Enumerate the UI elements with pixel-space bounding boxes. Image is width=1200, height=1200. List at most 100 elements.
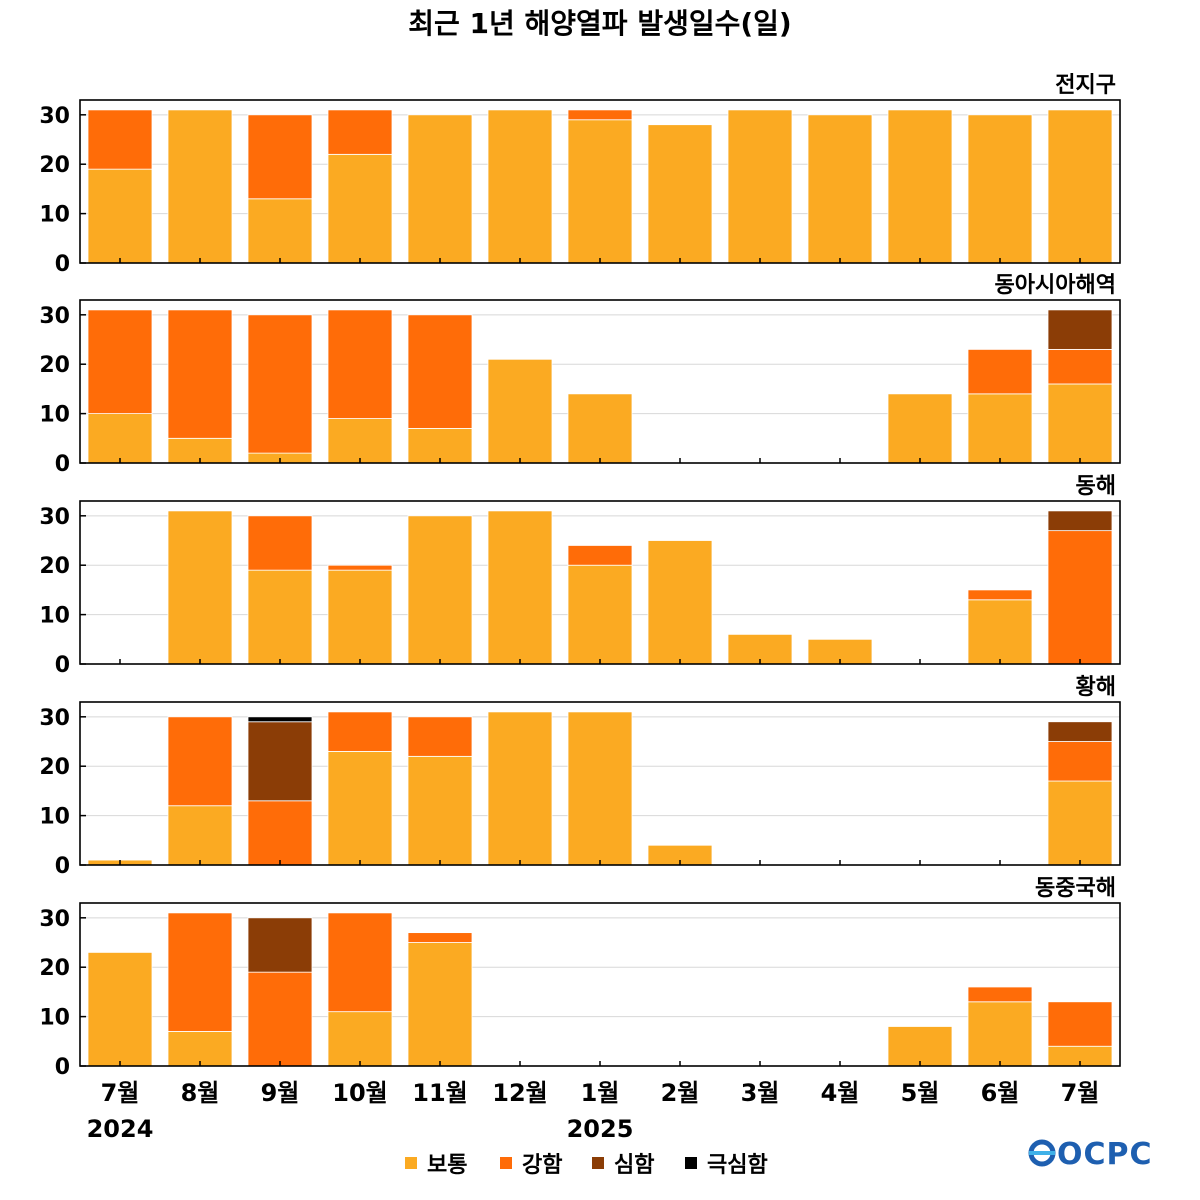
x-tick-label: 10월 <box>332 1079 387 1107</box>
bar-segment <box>327 109 393 155</box>
bar-segment <box>487 109 553 264</box>
bar-segment <box>1047 383 1113 464</box>
chart-title: 최근 1년 해양열파 발생일수(일) <box>408 7 791 40</box>
bar-segment <box>167 912 233 1032</box>
bar-segment <box>567 119 633 264</box>
bar-segment <box>407 755 473 866</box>
panel-title: 동아시아해역 <box>995 273 1116 298</box>
bar-segment <box>247 721 313 802</box>
x-tick-label: 5월 <box>901 1079 940 1107</box>
y-tick-label: 20 <box>39 755 70 780</box>
y-tick-label: 30 <box>39 907 70 932</box>
panel: 동해 0 10 20 30 <box>39 474 1121 678</box>
bar-segment <box>247 569 313 665</box>
bar-segment <box>647 124 713 264</box>
legend-label: 심함 <box>614 1153 654 1178</box>
y-tick-label: 0 <box>55 452 70 477</box>
panel-frame <box>79 701 1121 866</box>
panel-title: 동해 <box>1076 474 1116 499</box>
bar-segment <box>407 942 473 1067</box>
x-tick-label: 7월 <box>1061 1079 1100 1107</box>
bar-segment <box>967 114 1033 264</box>
bar-segment <box>167 805 233 866</box>
legend-label: 강함 <box>522 1153 562 1178</box>
y-tick-label: 20 <box>39 153 70 178</box>
y-tick-label: 0 <box>55 854 70 879</box>
legend-swatch <box>500 1157 512 1169</box>
bar-segment <box>567 393 633 464</box>
bar-segment <box>567 545 633 566</box>
x-tick-label: 7월 <box>101 1079 140 1107</box>
bar-segment <box>167 1031 233 1067</box>
panel-frame <box>79 99 1121 264</box>
y-tick-label: 30 <box>39 304 70 329</box>
bar-segment <box>87 109 153 170</box>
x-tick-label: 8월 <box>181 1079 220 1107</box>
bar-segment <box>1047 109 1113 264</box>
bar-segment <box>647 540 713 665</box>
x-tick-label: 6월 <box>981 1079 1020 1107</box>
panel-title: 황해 <box>1076 675 1116 700</box>
x-tick-label: 11월 <box>412 1079 467 1107</box>
bar-segment <box>407 716 473 757</box>
bar-segment <box>487 711 553 866</box>
bar-segment <box>1047 1001 1113 1047</box>
bar-segment <box>247 716 313 723</box>
bar-segment <box>247 800 313 866</box>
bar-segment <box>887 109 953 264</box>
bar-segment <box>567 564 633 665</box>
panel-title: 전지구 <box>1055 73 1116 98</box>
bar-segment <box>487 358 553 464</box>
bar-segment <box>967 589 1033 601</box>
logo-wave-icon <box>1029 1151 1055 1155</box>
panel: 황해 0 10 20 30 <box>39 675 1121 879</box>
bar-segment <box>247 114 313 200</box>
bar-segment <box>407 515 473 665</box>
y-tick-label: 30 <box>39 706 70 731</box>
bar-segment <box>167 716 233 807</box>
y-tick-label: 10 <box>39 403 70 428</box>
bar-segment <box>407 114 473 264</box>
bar-segment <box>327 912 393 1013</box>
bar-segment <box>967 986 1033 1003</box>
year-label: 2024 <box>87 1115 154 1143</box>
legend-swatch <box>685 1157 697 1169</box>
bar-segment <box>327 418 393 464</box>
bar-segment <box>167 309 233 439</box>
panel: 동중국해 0 10 20 30 <box>39 876 1121 1080</box>
bar-segment <box>247 515 313 571</box>
bar-segment <box>1047 510 1113 532</box>
bar-segment <box>1047 780 1113 866</box>
bar-segment <box>1047 309 1113 350</box>
x-tick-label: 9월 <box>261 1079 300 1107</box>
bar-segment <box>967 599 1033 665</box>
bar-segment <box>167 510 233 665</box>
bar-segment <box>1047 530 1113 665</box>
legend-label: 보통 <box>427 1153 467 1178</box>
bar-segment <box>327 711 393 752</box>
bar-segment <box>567 711 633 866</box>
y-tick-label: 20 <box>39 353 70 378</box>
y-tick-label: 30 <box>39 104 70 129</box>
bar-segment <box>167 109 233 264</box>
bar-segment <box>327 309 393 419</box>
bar-segment <box>87 168 153 264</box>
bar-segment <box>87 309 153 415</box>
panel-title: 동중국해 <box>1035 876 1116 901</box>
y-tick-label: 10 <box>39 203 70 228</box>
bar-segment <box>1047 721 1113 742</box>
panel-frame <box>79 902 1121 1067</box>
bar-segment <box>1047 741 1113 782</box>
x-tick-label: 1월 <box>581 1079 620 1107</box>
bar-segment <box>247 314 313 454</box>
y-tick-label: 20 <box>39 956 70 981</box>
y-tick-label: 10 <box>39 604 70 629</box>
bar-segment <box>407 428 473 464</box>
bar-segment <box>327 750 393 866</box>
ocpc-logo: OCPC <box>1028 1137 1152 1172</box>
bar-segment <box>247 917 313 973</box>
bar-segment <box>87 951 153 1067</box>
bar-segment <box>567 109 633 121</box>
bar-segment <box>967 393 1033 464</box>
legend-swatch <box>405 1157 417 1169</box>
